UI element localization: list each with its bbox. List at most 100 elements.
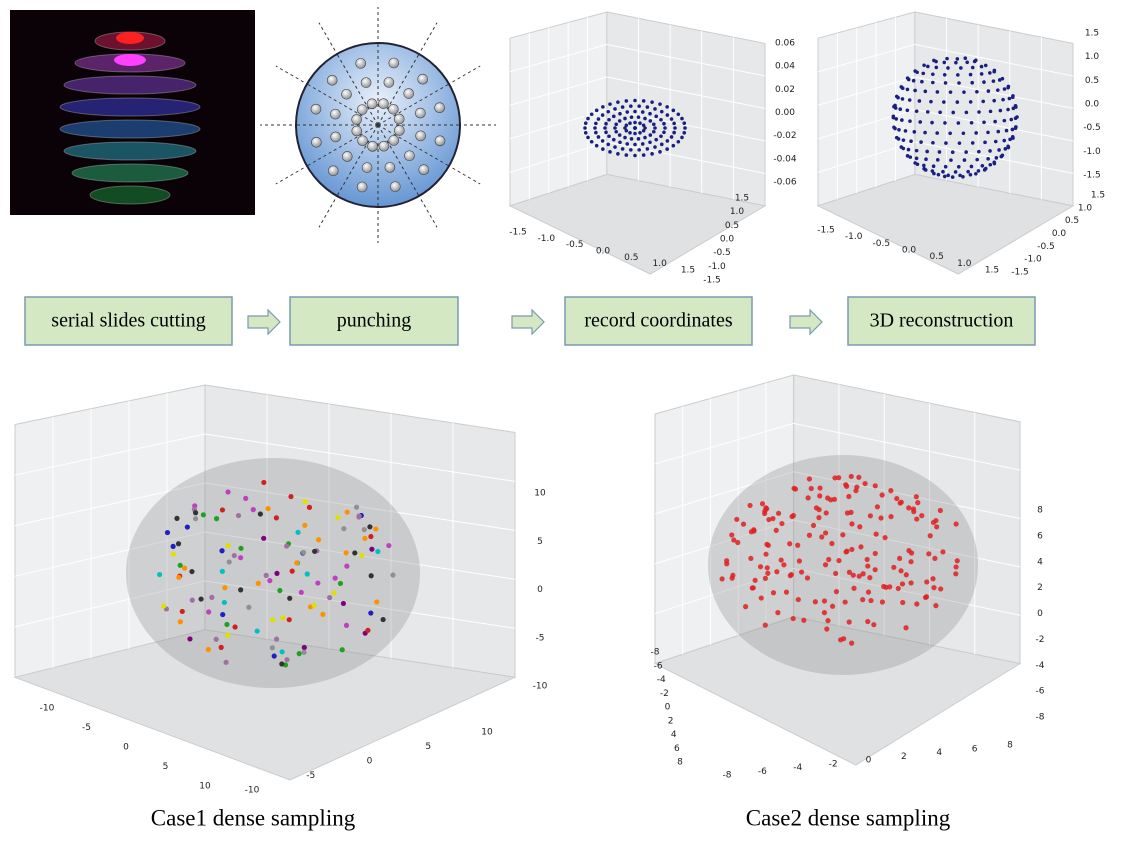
point [895, 95, 899, 99]
point [895, 136, 899, 140]
point [601, 105, 605, 109]
point [944, 81, 948, 85]
point [992, 99, 996, 103]
hole [342, 151, 352, 161]
point [932, 59, 936, 63]
point [866, 590, 871, 595]
point [992, 70, 996, 74]
point [997, 148, 1001, 152]
point [274, 515, 279, 520]
point [973, 60, 977, 64]
point [724, 561, 729, 566]
point [302, 499, 307, 504]
point [930, 121, 934, 125]
point [637, 104, 641, 108]
point [940, 549, 945, 554]
slice [60, 98, 200, 116]
tick-label: 8 [1037, 506, 1043, 516]
point [344, 550, 349, 555]
point [222, 585, 227, 590]
arrow [248, 310, 280, 334]
step-label: record coordinates [584, 310, 732, 332]
point [854, 484, 859, 489]
tick-label: 4 [671, 730, 677, 740]
point [1011, 128, 1015, 132]
point [936, 158, 940, 162]
point [878, 515, 883, 520]
point [369, 547, 374, 552]
tick-label: 0.5 [725, 221, 739, 231]
point [805, 575, 810, 580]
point [888, 488, 893, 493]
point [586, 136, 590, 140]
point [601, 139, 605, 143]
point [964, 150, 968, 154]
point [981, 164, 985, 168]
point [616, 100, 620, 104]
point [893, 104, 897, 108]
point [658, 150, 662, 154]
step-label: punching [337, 310, 411, 332]
point [219, 645, 224, 650]
point [608, 102, 612, 106]
point [597, 135, 601, 139]
point [931, 169, 935, 173]
point [174, 516, 179, 521]
point [993, 162, 997, 166]
point [943, 121, 947, 125]
point [677, 112, 681, 116]
point [607, 134, 611, 138]
point [623, 117, 627, 121]
point [936, 90, 940, 94]
point [934, 524, 939, 529]
tick-label: 0 [866, 756, 872, 766]
point [601, 147, 605, 151]
point [880, 492, 885, 497]
hole [356, 58, 366, 68]
point [868, 598, 873, 603]
tick-label: -1.0 [1083, 147, 1101, 157]
point [238, 587, 243, 592]
point [915, 149, 919, 153]
point [586, 117, 590, 121]
point [949, 158, 953, 162]
point [649, 119, 653, 123]
point [963, 158, 967, 162]
point [356, 514, 361, 519]
point [594, 122, 598, 126]
tick-label: 0.0 [1085, 100, 1100, 110]
point [373, 526, 378, 531]
point [654, 115, 658, 119]
point [954, 521, 959, 526]
point [327, 595, 332, 600]
point [593, 126, 597, 130]
point [926, 551, 931, 556]
tick-label: 5 [425, 742, 431, 752]
tick-label: -5 [536, 633, 545, 643]
point [823, 530, 828, 535]
point [788, 573, 793, 578]
point [236, 513, 241, 518]
point [637, 137, 641, 141]
point [312, 603, 317, 608]
point [924, 90, 928, 94]
point [915, 500, 920, 505]
point [682, 131, 686, 135]
point [650, 100, 654, 104]
point [900, 145, 904, 149]
point [320, 612, 325, 617]
point [951, 175, 955, 179]
point [807, 476, 812, 481]
point [944, 141, 948, 145]
point [171, 551, 176, 556]
point [670, 135, 674, 139]
point [892, 115, 896, 119]
point [341, 601, 346, 606]
tick-label: 10 [534, 489, 546, 499]
point [641, 142, 645, 146]
hole [352, 115, 362, 125]
point [874, 532, 879, 537]
point [908, 98, 912, 102]
point [232, 624, 237, 629]
point [937, 173, 941, 177]
